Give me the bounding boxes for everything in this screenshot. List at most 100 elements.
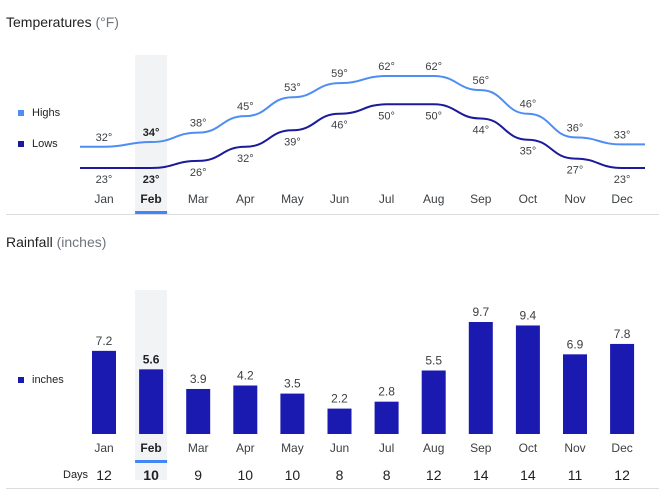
rain-days-value: 10 [285,467,301,483]
legend-highs-label: Highs [32,107,61,119]
temp-month-tick-sep[interactable]: Sep [470,192,492,206]
temp-lows-label: 44° [472,124,489,136]
temp-lows-label: 35° [520,146,537,158]
temp-lows-line [80,103,645,169]
temp-month-tick-jul[interactable]: Jul [379,192,394,206]
temp-highs-label: 33° [614,129,631,141]
temp-highs-label: 62° [425,61,442,73]
temp-highs-label: 38° [190,118,207,130]
temp-selected-indicator [135,211,168,214]
rain-bar-label: 4.2 [237,369,254,383]
rain-bar[interactable] [327,408,352,434]
rain-bar-label: 7.2 [96,334,113,348]
rain-bar[interactable] [186,388,211,434]
temp-lows-label: 23° [143,174,160,186]
rain-bar-label: 9.4 [520,308,537,322]
legend-inches-swatch [18,377,24,383]
temp-highs-label: 34° [143,127,160,139]
rain-days-value: 12 [614,467,630,483]
rain-bar[interactable] [92,350,116,434]
rain-bar[interactable] [233,385,258,434]
legend-highs-swatch [18,110,24,116]
rain-month-tick-nov[interactable]: Nov [564,441,585,455]
rainfall-title: Rainfall (inches) [6,234,106,250]
rain-days-value: 10 [143,467,159,483]
temp-month-tick-mar[interactable]: Mar [188,192,209,206]
rain-bar[interactable] [421,370,446,434]
rain-bar-label: 3.9 [190,372,207,386]
temp-month-tick-oct[interactable]: Oct [519,192,538,206]
rain-bar[interactable] [374,401,399,434]
rain-month-tick-jan[interactable]: Jan [94,441,113,455]
rain-bar-label: 6.9 [567,337,584,351]
rain-days-value: 8 [336,467,344,483]
rain-month-tick-jun[interactable]: Jun [330,441,349,455]
temperatures-title-text: Temperatures [6,14,92,30]
rain-days-value: 14 [520,467,536,483]
rainfall-title-text: Rainfall [6,234,53,250]
rain-bar[interactable] [280,393,305,434]
temp-month-tick-feb[interactable]: Feb [140,192,161,206]
legend-highs: Highs [18,107,60,119]
temp-lows-label: 46° [331,120,348,132]
rain-bar[interactable] [610,343,635,434]
legend-inches-label: inches [32,374,64,386]
temperatures-unit: (°F) [95,14,119,30]
rain-selected-indicator [135,460,168,463]
rain-month-tick-mar[interactable]: Mar [188,441,209,455]
rain-bar-label: 3.5 [284,377,301,391]
days-label: Days [63,469,89,481]
rain-bar[interactable] [139,369,164,434]
rain-month-tick-oct[interactable]: Oct [519,441,538,455]
temp-lows-label: 50° [378,110,395,122]
rain-days-value: 10 [238,467,254,483]
rain-bar[interactable] [468,322,493,434]
rain-days-value: 12 [96,467,112,483]
bottom-divider [6,488,659,489]
temp-month-tick-jan[interactable]: Jan [94,192,113,206]
temp-month-tick-jun[interactable]: Jun [330,192,349,206]
temp-lows-label: 39° [284,136,301,148]
legend-lows-label: Lows [32,138,58,150]
temp-lows-label: 23° [614,174,631,186]
temp-highs-label: 46° [520,99,537,111]
rain-bar-label: 2.2 [331,392,348,406]
rain-month-tick-apr[interactable]: Apr [236,441,255,455]
temp-lows-label: 32° [237,153,254,165]
temp-month-tick-nov[interactable]: Nov [564,192,585,206]
temp-highs-label: 56° [472,75,489,87]
temp-highs-label: 59° [331,68,348,80]
rain-month-tick-jul[interactable]: Jul [379,441,394,455]
rain-bar-label: 2.8 [378,385,395,399]
temp-highs-label: 32° [96,132,113,144]
rain-month-tick-aug[interactable]: Aug [423,441,444,455]
rain-month-tick-may[interactable]: May [281,441,304,455]
temp-highs-label: 53° [284,82,301,94]
temp-selected-column [135,55,168,213]
rain-month-tick-sep[interactable]: Sep [470,441,492,455]
legend-lows-swatch [18,141,24,147]
rain-days-value: 8 [383,467,391,483]
temp-month-tick-dec[interactable]: Dec [611,192,632,206]
temp-highs-line [80,75,645,148]
temp-month-tick-apr[interactable]: Apr [236,192,255,206]
rain-days-value: 14 [473,467,489,483]
rain-bar[interactable] [563,354,587,434]
temp-lows-label: 27° [567,165,584,177]
temp-lows-label: 23° [96,174,113,186]
legend-inches: inches [18,374,64,386]
section-divider [6,214,659,215]
temp-month-tick-may[interactable]: May [281,192,304,206]
rainfall-unit: (inches) [56,234,107,250]
rain-bar-label: 5.6 [143,352,160,366]
temp-lows-label: 26° [190,167,207,179]
rain-days-value: 11 [568,467,583,483]
rain-month-tick-dec[interactable]: Dec [611,441,632,455]
legend-lows: Lows [18,138,58,150]
rain-month-tick-feb[interactable]: Feb [140,441,161,455]
rain-bar[interactable] [515,325,540,434]
temp-month-tick-aug[interactable]: Aug [423,192,444,206]
rain-bar-label: 7.8 [614,327,631,341]
temp-lows-label: 50° [425,110,442,122]
temp-highs-label: 36° [567,122,584,134]
